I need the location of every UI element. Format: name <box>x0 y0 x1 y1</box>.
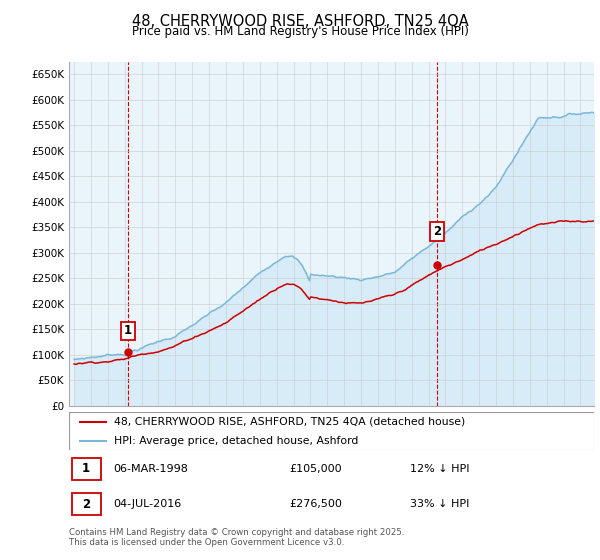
Point <box>123 348 133 357</box>
Bar <box>71 458 101 480</box>
Text: Price paid vs. HM Land Registry's House Price Index (HPI): Price paid vs. HM Land Registry's House … <box>131 25 469 38</box>
Text: £276,500: £276,500 <box>290 499 343 509</box>
Text: £105,000: £105,000 <box>290 464 342 474</box>
Text: 48, CHERRYWOOD RISE, ASHFORD, TN25 4QA (detached house): 48, CHERRYWOOD RISE, ASHFORD, TN25 4QA (… <box>113 417 465 427</box>
Text: 06-MAR-1998: 06-MAR-1998 <box>113 464 188 474</box>
Text: Contains HM Land Registry data © Crown copyright and database right 2025.
This d: Contains HM Land Registry data © Crown c… <box>69 528 404 547</box>
Text: 1: 1 <box>82 463 90 475</box>
Bar <box>71 493 101 515</box>
Text: 2: 2 <box>82 497 90 511</box>
Text: HPI: Average price, detached house, Ashford: HPI: Average price, detached house, Ashf… <box>113 436 358 446</box>
Text: 04-JUL-2016: 04-JUL-2016 <box>113 499 182 509</box>
Point <box>432 260 442 269</box>
Text: 2: 2 <box>433 225 441 238</box>
Text: 1: 1 <box>124 324 131 338</box>
Text: 48, CHERRYWOOD RISE, ASHFORD, TN25 4QA: 48, CHERRYWOOD RISE, ASHFORD, TN25 4QA <box>131 14 469 29</box>
Text: 33% ↓ HPI: 33% ↓ HPI <box>410 499 470 509</box>
Text: 12% ↓ HPI: 12% ↓ HPI <box>410 464 470 474</box>
